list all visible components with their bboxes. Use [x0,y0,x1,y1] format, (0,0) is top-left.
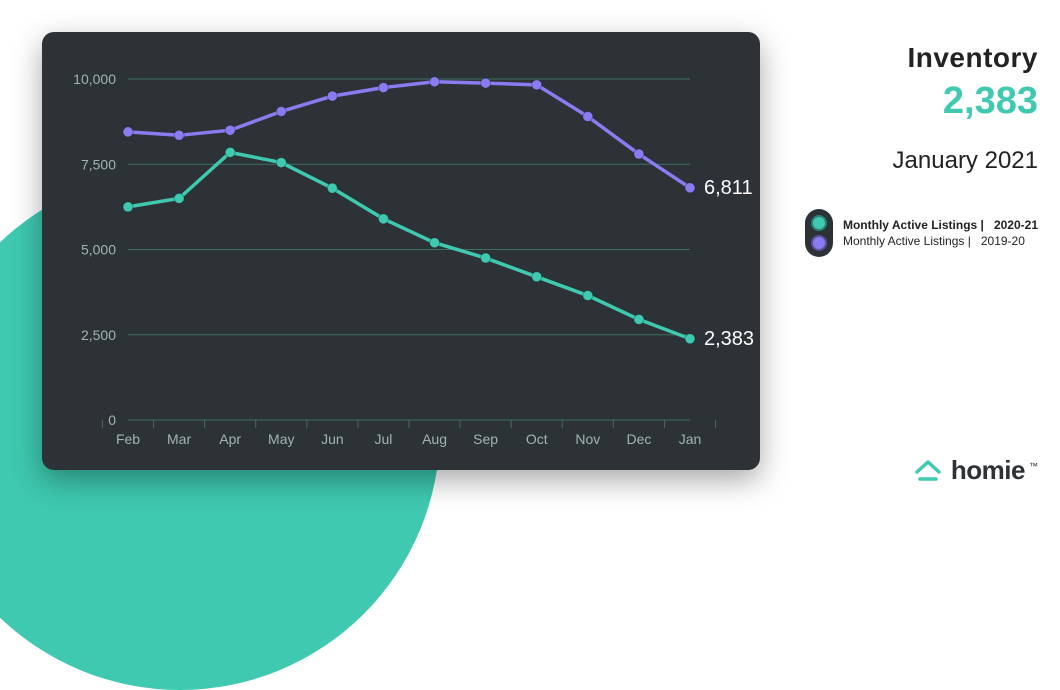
legend-text: Monthly Active Listings | 2020-21 Monthl… [843,218,1038,248]
legend-row-2019-20: Monthly Active Listings | 2019-20 [843,234,1038,248]
svg-text:10,000: 10,000 [73,71,116,87]
legend-row-2020-21: Monthly Active Listings | 2020-21 [843,218,1038,232]
logo-tm: ™ [1029,461,1038,471]
svg-text:Dec: Dec [626,431,651,447]
line-chart: 0 2,500 5,000 7,500 10,000 Feb Mar Apr May Jun Jul… [42,32,760,470]
legend: Monthly Active Listings | 2020-21 Monthl… [805,209,1038,257]
svg-text:5,000: 5,000 [81,242,116,258]
house-icon [913,456,943,486]
brand-logo: homie ™ [913,455,1038,486]
legend-swatch-2019-20 [811,235,827,251]
legend-swatch-2020-21 [811,215,827,231]
svg-text:Jun: Jun [321,431,344,447]
legend-swatch-pill [805,209,833,257]
inventory-title: Inventory [778,42,1038,74]
chart-panel: 0 2,500 5,000 7,500 10,000 Feb Mar Apr May Jun Jul… [42,32,760,470]
svg-text:Nov: Nov [575,431,600,447]
svg-text:Aug: Aug [422,431,447,447]
svg-text:May: May [268,431,294,447]
svg-text:Apr: Apr [219,431,241,447]
svg-text:0: 0 [108,412,116,428]
inventory-value: 2,383 [778,80,1038,123]
inventory-date: January 2021 [778,147,1038,175]
logo-text: homie [951,455,1025,486]
svg-text:Jan: Jan [679,431,702,447]
svg-text:7,500: 7,500 [81,156,116,172]
svg-text:2,383: 2,383 [704,328,754,350]
svg-text:2,500: 2,500 [81,327,116,343]
svg-text:Oct: Oct [526,431,548,447]
svg-text:Feb: Feb [116,431,140,447]
svg-text:Sep: Sep [473,431,498,447]
side-panel: Inventory 2,383 January 2021 Monthly Act… [778,42,1038,257]
svg-text:6,811: 6,811 [704,177,753,199]
svg-text:Mar: Mar [167,431,191,447]
svg-text:Jul: Jul [375,431,393,447]
